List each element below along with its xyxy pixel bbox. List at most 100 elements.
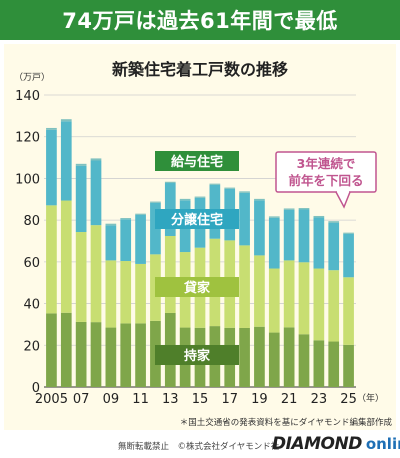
x-tick-label: 07 bbox=[73, 392, 90, 407]
bar-segment-condo bbox=[105, 225, 117, 261]
bar-segment-rental bbox=[239, 245, 250, 328]
bar-segment-company bbox=[60, 119, 72, 122]
series-label-owned: 持家 bbox=[184, 348, 211, 364]
bar-segment-owned bbox=[298, 334, 310, 387]
bar-segment-company bbox=[283, 208, 295, 210]
bar-segment-company bbox=[135, 213, 146, 215]
bar-segment-rental bbox=[46, 205, 57, 314]
chart-title: 新築住宅着工戸数の推移 bbox=[111, 60, 288, 79]
bar-segment-rental bbox=[75, 232, 87, 322]
annotation-box bbox=[275, 151, 377, 193]
bar-segment-condo bbox=[268, 217, 280, 269]
bar-segment-rental bbox=[60, 200, 72, 313]
bar-segment-owned bbox=[328, 341, 340, 387]
y-tick-label: 140 bbox=[15, 89, 40, 104]
bar-segment-owned bbox=[268, 332, 280, 387]
bar-segment-company bbox=[164, 181, 176, 184]
bar-segment-company bbox=[313, 215, 325, 218]
bar-segment-owned bbox=[254, 326, 265, 387]
bar-segment-company bbox=[254, 198, 265, 201]
series-label-rental: 貸家 bbox=[184, 280, 211, 296]
bar-segment-company bbox=[268, 216, 280, 218]
bar-segment-condo bbox=[90, 160, 102, 226]
x-tick-label: 13 bbox=[162, 392, 179, 407]
bar-segment-company bbox=[239, 191, 250, 193]
source-note: ＊国土交通省の発表資料を基にダイヤモンド編集部作成 bbox=[179, 418, 392, 428]
bar-segment-owned bbox=[46, 313, 57, 387]
bar-segment-condo bbox=[343, 233, 354, 278]
bar-segment-condo bbox=[239, 192, 250, 246]
bar-segment-owned bbox=[120, 323, 132, 387]
logo-sub: online bbox=[365, 435, 400, 453]
bar-segment-owned bbox=[60, 312, 72, 387]
bar-segment-condo bbox=[60, 121, 72, 201]
x-tick-label: 2005 bbox=[35, 392, 68, 407]
series-label-owned-box bbox=[155, 345, 239, 365]
bar-segment-owned bbox=[283, 327, 295, 387]
bar-segment-owned bbox=[313, 340, 325, 387]
bar-segment-owned bbox=[105, 327, 117, 387]
x-tick-label: 19 bbox=[251, 392, 268, 407]
bar-segment-condo bbox=[46, 129, 57, 206]
bar-segment-company bbox=[150, 201, 161, 203]
series-label-company-box bbox=[155, 151, 239, 171]
y-tick-label: 20 bbox=[23, 339, 40, 354]
x-tick-label: 21 bbox=[281, 392, 298, 407]
bar-segment-owned bbox=[343, 344, 354, 387]
bar-segment-rental bbox=[298, 262, 310, 335]
y-tick-label: 100 bbox=[15, 172, 40, 187]
y-tick-label: 0 bbox=[32, 381, 40, 396]
bar-segment-rental bbox=[283, 260, 295, 328]
bar-segment-company bbox=[46, 127, 57, 130]
y-axis-unit-label: （万戸） bbox=[14, 72, 50, 83]
bar-segment-condo bbox=[75, 165, 87, 233]
bar-segment-company bbox=[343, 232, 354, 234]
y-tick-label: 60 bbox=[23, 256, 40, 271]
bar-segment-company bbox=[209, 183, 221, 185]
series-label-rental-box bbox=[155, 277, 239, 297]
x-tick-label: 11 bbox=[132, 392, 149, 407]
bar-segment-condo bbox=[120, 219, 132, 262]
bar-segment-company bbox=[90, 158, 102, 161]
series-label-condo: 分譲住宅 bbox=[171, 212, 223, 228]
bar-segment-rental bbox=[105, 260, 117, 328]
bar-segment-condo bbox=[283, 209, 295, 261]
bar-segment-rental bbox=[328, 270, 340, 342]
series-label-company: 給与住宅 bbox=[171, 154, 223, 170]
bar-segment-company bbox=[120, 218, 132, 220]
y-tick-label: 120 bbox=[15, 131, 40, 146]
bar-segment-condo bbox=[254, 200, 265, 256]
bar-segment-owned bbox=[75, 321, 87, 387]
bar-segment-rental bbox=[343, 277, 354, 345]
x-tick-label: 17 bbox=[221, 392, 238, 407]
bar-segment-owned bbox=[135, 323, 146, 387]
bar-segment-rental bbox=[135, 263, 146, 324]
annotation-line-1: 3年連続で bbox=[297, 156, 356, 171]
bar-segment-company bbox=[224, 187, 236, 189]
x-tick-label: 09 bbox=[103, 392, 120, 407]
bar-segment-rental bbox=[164, 235, 176, 313]
bar-segment-condo bbox=[328, 222, 340, 271]
bar-segment-condo bbox=[298, 209, 310, 263]
bar-segment-company bbox=[194, 196, 206, 198]
series-label-condo-box bbox=[155, 209, 239, 229]
y-tick-label: 80 bbox=[23, 214, 40, 229]
banner-title: 74万戸は過去61年間で最低 bbox=[0, 0, 400, 40]
bar-segment-rental bbox=[90, 225, 102, 323]
annotation-line-2: 前年を下回る bbox=[288, 173, 363, 188]
bar-segment-company bbox=[328, 221, 340, 223]
bar-segment-owned bbox=[90, 322, 102, 387]
bar-segment-condo bbox=[313, 217, 325, 269]
bar-segment-rental bbox=[313, 268, 325, 341]
y-tick-label: 40 bbox=[23, 298, 40, 313]
bar-segment-company bbox=[105, 223, 117, 226]
x-tick-label: 15 bbox=[192, 392, 209, 407]
x-tick-label: 25 bbox=[340, 392, 357, 407]
bar-segment-rental bbox=[120, 261, 132, 324]
x-axis-unit-label: （年） bbox=[357, 392, 384, 404]
x-tick-label: 23 bbox=[311, 392, 328, 407]
copyright-text: 無断転載禁止 ©株式会社ダイヤモンド社 bbox=[118, 442, 280, 452]
bar-segment-owned bbox=[239, 327, 250, 387]
logo-main: DIAMOND bbox=[272, 434, 362, 454]
